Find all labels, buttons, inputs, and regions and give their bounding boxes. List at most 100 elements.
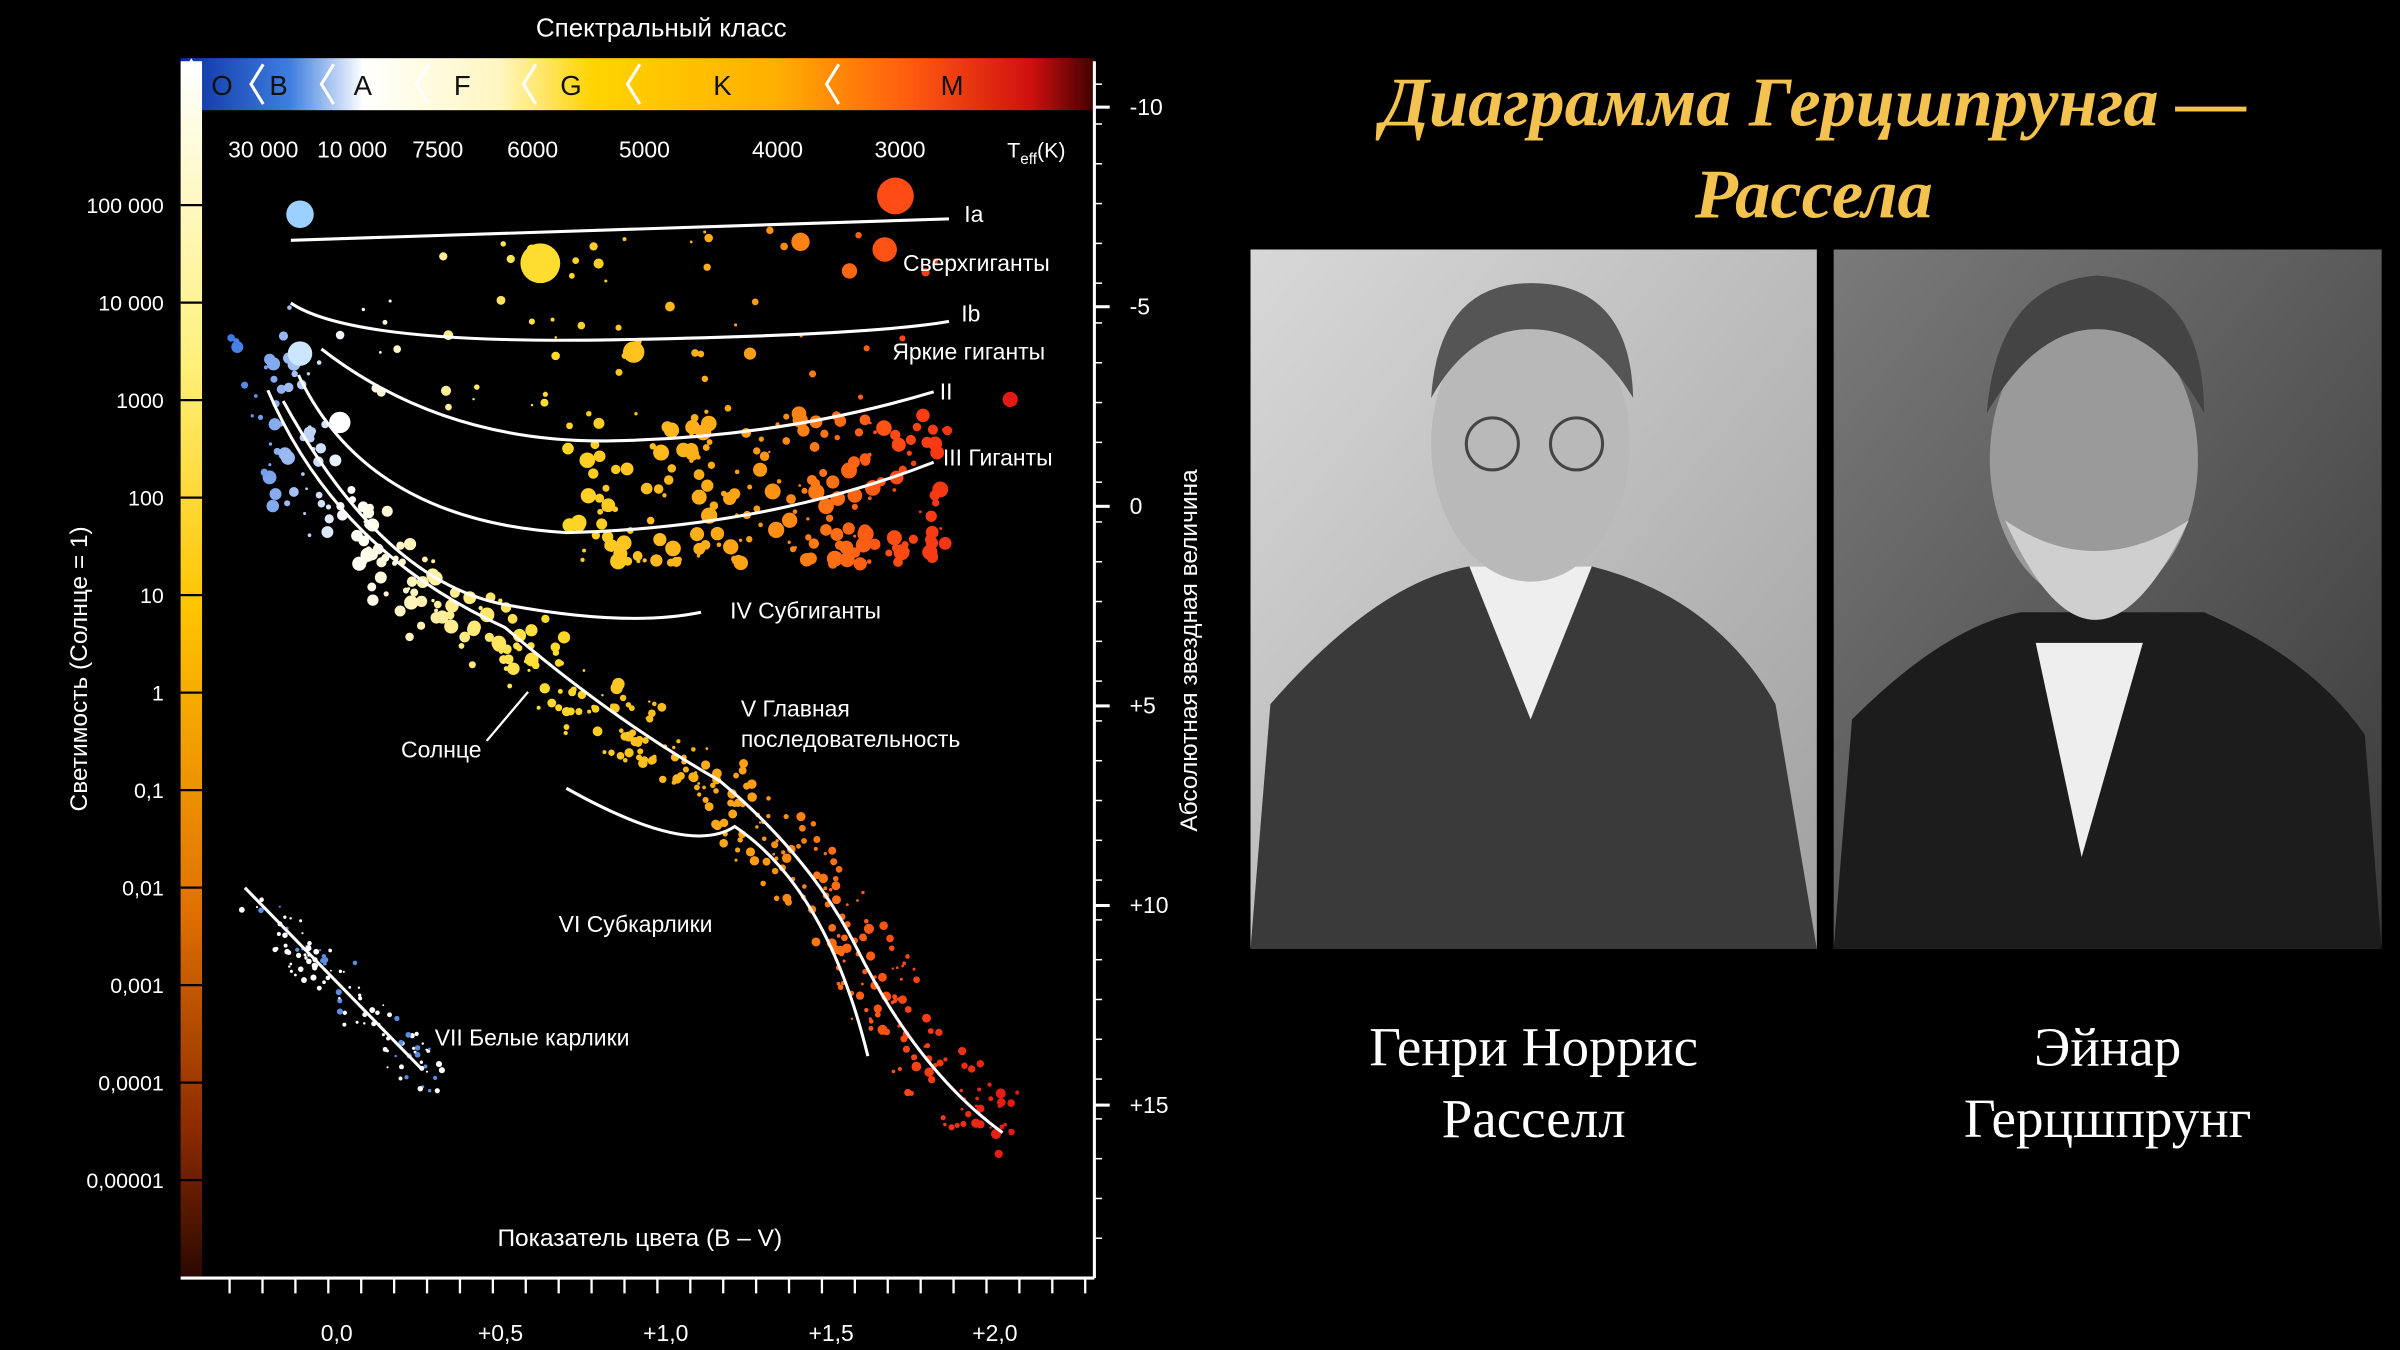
star <box>404 1075 409 1080</box>
star <box>394 1015 400 1022</box>
star <box>506 254 515 264</box>
magnitude-title: Абсолютная звездная величина <box>1176 469 1203 832</box>
star <box>864 918 869 924</box>
star <box>967 1065 976 1073</box>
star <box>960 1120 967 1127</box>
star <box>723 539 739 555</box>
star <box>868 496 872 501</box>
star <box>653 444 670 461</box>
star <box>306 958 312 965</box>
star <box>689 458 694 463</box>
star <box>553 652 556 656</box>
star <box>784 898 792 906</box>
star <box>646 516 655 525</box>
star <box>347 485 356 494</box>
star <box>901 964 904 968</box>
star <box>883 1028 891 1036</box>
star <box>283 382 294 393</box>
star <box>905 954 910 959</box>
star <box>834 415 847 427</box>
star <box>421 1042 424 1045</box>
class-separator <box>414 63 430 105</box>
star <box>596 518 608 530</box>
star <box>703 230 707 234</box>
magnitude-label: +5 <box>1130 693 1156 719</box>
star <box>294 973 297 977</box>
star <box>472 397 475 401</box>
star <box>601 503 610 512</box>
star <box>809 442 820 452</box>
star <box>695 424 712 441</box>
star <box>677 772 685 780</box>
star <box>648 700 651 703</box>
star <box>355 1020 359 1024</box>
star <box>375 1010 380 1016</box>
star <box>734 323 738 327</box>
star <box>593 417 605 429</box>
star <box>702 444 710 451</box>
star <box>890 1000 895 1005</box>
star <box>304 956 308 960</box>
star <box>423 1064 428 1069</box>
star <box>910 460 917 467</box>
star <box>786 494 796 504</box>
star <box>761 836 767 842</box>
star <box>791 232 810 252</box>
star <box>467 620 481 634</box>
star <box>997 1098 1006 1107</box>
star <box>672 745 676 750</box>
star <box>823 886 828 891</box>
star <box>388 299 392 303</box>
star <box>315 443 327 454</box>
star <box>876 420 892 436</box>
star <box>771 841 779 849</box>
star <box>588 468 599 479</box>
star <box>857 394 864 400</box>
portrait-caption: Герцшпрунг <box>1964 1088 2252 1149</box>
star <box>649 443 657 450</box>
star <box>918 510 922 514</box>
star <box>405 1031 412 1038</box>
star <box>528 318 535 325</box>
star <box>916 408 930 423</box>
portrait-hertzsprung: Эйнар Герцшпрунг <box>1833 249 2382 1149</box>
star <box>606 539 618 552</box>
star <box>316 360 322 365</box>
star <box>723 491 737 506</box>
star <box>781 853 792 863</box>
star <box>419 1060 424 1064</box>
star <box>330 969 332 972</box>
star <box>367 582 377 592</box>
star <box>604 279 608 283</box>
star <box>539 683 550 694</box>
luminosity-label: 10 000 <box>98 291 164 315</box>
color-index-label: 0,0 <box>321 1320 353 1346</box>
star <box>357 501 369 513</box>
star <box>307 533 312 538</box>
collar <box>2035 642 2143 858</box>
sequence-curves <box>243 217 1004 1134</box>
luminosity-label: 10 <box>140 584 164 608</box>
star <box>286 200 314 229</box>
title-line: Рассела <box>1694 155 1933 233</box>
star <box>905 434 916 445</box>
star <box>652 701 657 707</box>
star <box>425 1070 429 1073</box>
luminosity-label: 100 000 <box>86 194 163 218</box>
star <box>851 503 858 510</box>
star <box>619 694 627 702</box>
star <box>682 766 689 773</box>
star <box>597 508 604 515</box>
star <box>704 509 708 513</box>
star <box>961 1062 968 1069</box>
star <box>270 375 278 383</box>
star <box>329 454 342 467</box>
temperature-label: 4000 <box>752 137 803 163</box>
star <box>976 1060 985 1068</box>
star <box>775 839 779 843</box>
star <box>831 881 841 891</box>
star <box>580 488 597 504</box>
star <box>930 445 945 460</box>
color-title: Показатель цвета (B – V) <box>497 1225 782 1252</box>
star <box>886 530 902 546</box>
